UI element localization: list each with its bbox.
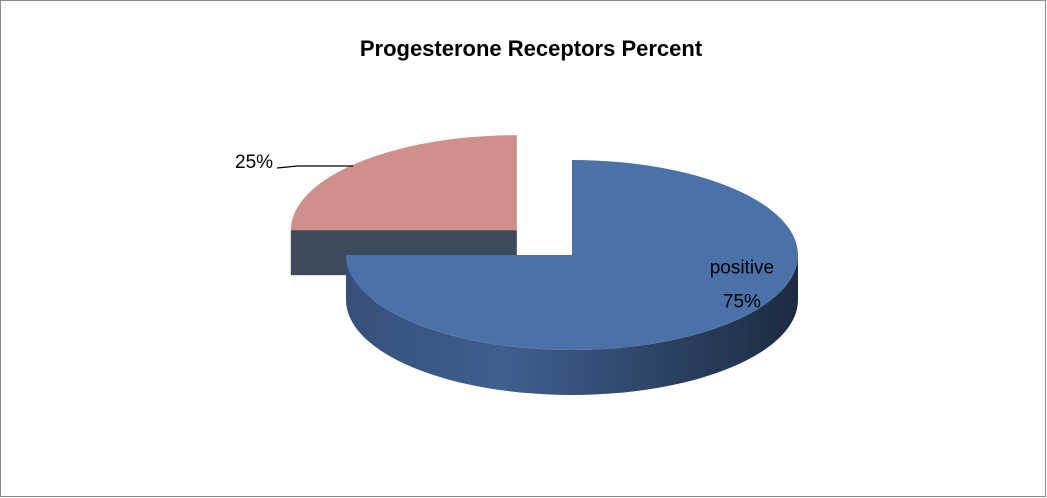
- slice-value-label: 75%: [723, 292, 761, 313]
- leader-line: [276, 165, 354, 169]
- chart-title: Progesterone Receptors Percent: [360, 36, 703, 61]
- pie-slice: [290, 135, 517, 231]
- slice-value-label: 25%: [235, 152, 273, 173]
- slice-wall: [346, 255, 798, 395]
- pie-slice: [346, 160, 798, 350]
- slice-category-label: positive: [710, 258, 774, 279]
